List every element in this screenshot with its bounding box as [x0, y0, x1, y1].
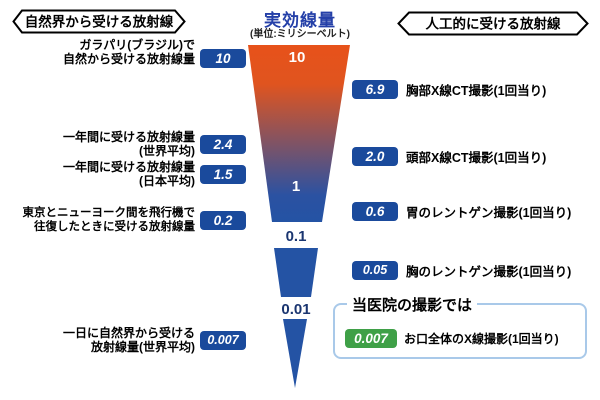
left-item-garapari: ガラパリ(ブラジル)で 自然から受ける放射線量 10 — [0, 38, 246, 68]
item-label: 頭部X線CT撮影(1回当り) — [406, 151, 547, 165]
banner-hexagon-shape — [12, 9, 186, 34]
clinic-callout-box: 当医院の撮影では 0.007 お口全体のX線撮影(1回当り) — [333, 294, 587, 359]
funnel-scale-0-01: 0.01 — [281, 301, 310, 318]
dose-value-badge: 0.2 — [200, 210, 246, 230]
funnel-segment-middle — [274, 248, 318, 297]
item-label: 一年間に受ける放射線量 (世界平均) — [62, 130, 195, 158]
item-label: 一日に自然界から受ける 放射線量(世界平均) — [62, 326, 195, 354]
banner-natural-radiation: 自然界から受ける放射線 — [12, 9, 186, 34]
banner-artificial-label: 人工的に受ける放射線 — [426, 16, 561, 32]
dose-value-badge: 1.5 — [200, 164, 246, 184]
funnel-segment-tip — [283, 319, 307, 388]
left-item-daily-world: 一日に自然界から受ける 放射線量(世界平均) 0.007 — [0, 326, 246, 354]
item-label: 胸部X線CT撮影(1回当り) — [406, 84, 547, 98]
item-label: 一年間に受ける放射線量 (日本平均) — [62, 160, 195, 188]
right-item-stomach-xray: 0.6 胃のレントゲン撮影(1回当り) — [352, 202, 571, 221]
dose-value-badge: 6.9 — [352, 80, 398, 99]
dose-value-badge: 0.6 — [352, 202, 398, 221]
item-label: 東京とニューヨーク間を飛行機で 往復したときに受ける放射線量 — [22, 207, 196, 233]
funnel-scale-0-1: 0.1 — [286, 228, 307, 245]
dose-value-badge: 10 — [200, 48, 246, 68]
clinic-item-panoramic-xray: 0.007 お口全体のX線撮影(1回当り) — [345, 329, 559, 348]
dose-value-badge: 2.0 — [352, 147, 398, 166]
item-label: ガラパリ(ブラジル)で 自然から受ける放射線量 — [62, 38, 195, 66]
banner-artificial-radiation: 人工的に受ける放射線 — [397, 11, 589, 36]
right-item-chest-ct: 6.9 胸部X線CT撮影(1回当り) — [352, 80, 546, 99]
banner-natural-label: 自然界から受ける放射線 — [25, 14, 174, 30]
dose-value-badge: 0.007 — [200, 330, 246, 350]
funnel-scale-1: 1 — [292, 178, 300, 195]
funnel-segment-top — [248, 45, 350, 222]
item-label: 胸のレントゲン撮影(1回当り) — [406, 265, 572, 279]
banner-hexagon-shape — [397, 11, 589, 36]
item-label: 胃のレントゲン撮影(1回当り) — [406, 206, 572, 220]
funnel-scale-10: 10 — [289, 49, 306, 66]
right-item-chest-xray: 0.05 胸のレントゲン撮影(1回当り) — [352, 261, 571, 280]
dose-value-badge: 0.007 — [345, 329, 397, 348]
right-item-head-ct: 2.0 頭部X線CT撮影(1回当り) — [352, 147, 546, 166]
unit-subtitle: (単位:ミリシーベルト) — [250, 29, 350, 40]
dose-value-badge: 0.05 — [352, 261, 398, 280]
left-item-flight: 東京とニューヨーク間を飛行機で 往復したときに受ける放射線量 0.2 — [0, 206, 246, 234]
effective-dose-title: 実効線量 — [264, 11, 336, 30]
left-item-year-japan: 一年間に受ける放射線量 (日本平均) 1.5 — [0, 160, 246, 188]
dose-funnel-scale: 10 1 0.1 0.01 — [248, 45, 350, 388]
clinic-box-title: 当医院の撮影では — [347, 294, 478, 315]
item-label: お口全体のX線撮影(1回当り) — [404, 332, 559, 346]
dose-value-badge: 2.4 — [200, 134, 246, 154]
left-item-year-world: 一年間に受ける放射線量 (世界平均) 2.4 — [0, 130, 246, 158]
